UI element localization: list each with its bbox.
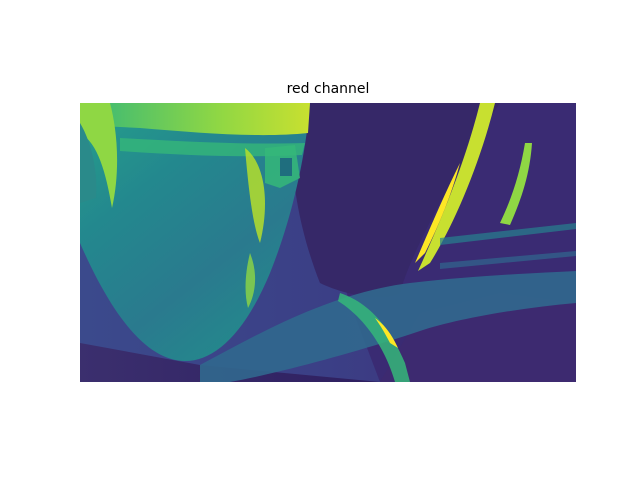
drum-reflection-2 (245, 253, 256, 308)
sheet-edge-highlight-2 (415, 163, 460, 263)
dark-center-sheet (291, 103, 500, 298)
image-canvas (80, 103, 576, 382)
rail-1 (440, 223, 576, 245)
bottom-highlight-2 (375, 318, 398, 348)
rail-2 (440, 251, 576, 269)
sheet-edge-highlight (418, 103, 495, 271)
diagonal-roller (200, 271, 576, 382)
left-flange-inner (80, 123, 97, 203)
far-roller-edge (500, 143, 532, 225)
drum-top-band (80, 103, 310, 136)
bottom-highlight (338, 293, 410, 382)
drum-mid-band (120, 138, 305, 157)
red-channel-image (80, 103, 576, 382)
drum-reflection (245, 148, 265, 243)
figure-title: red channel (286, 81, 370, 97)
bottom-dark-band (80, 343, 380, 382)
bracket-pin (280, 158, 292, 176)
left-flange (80, 103, 118, 208)
